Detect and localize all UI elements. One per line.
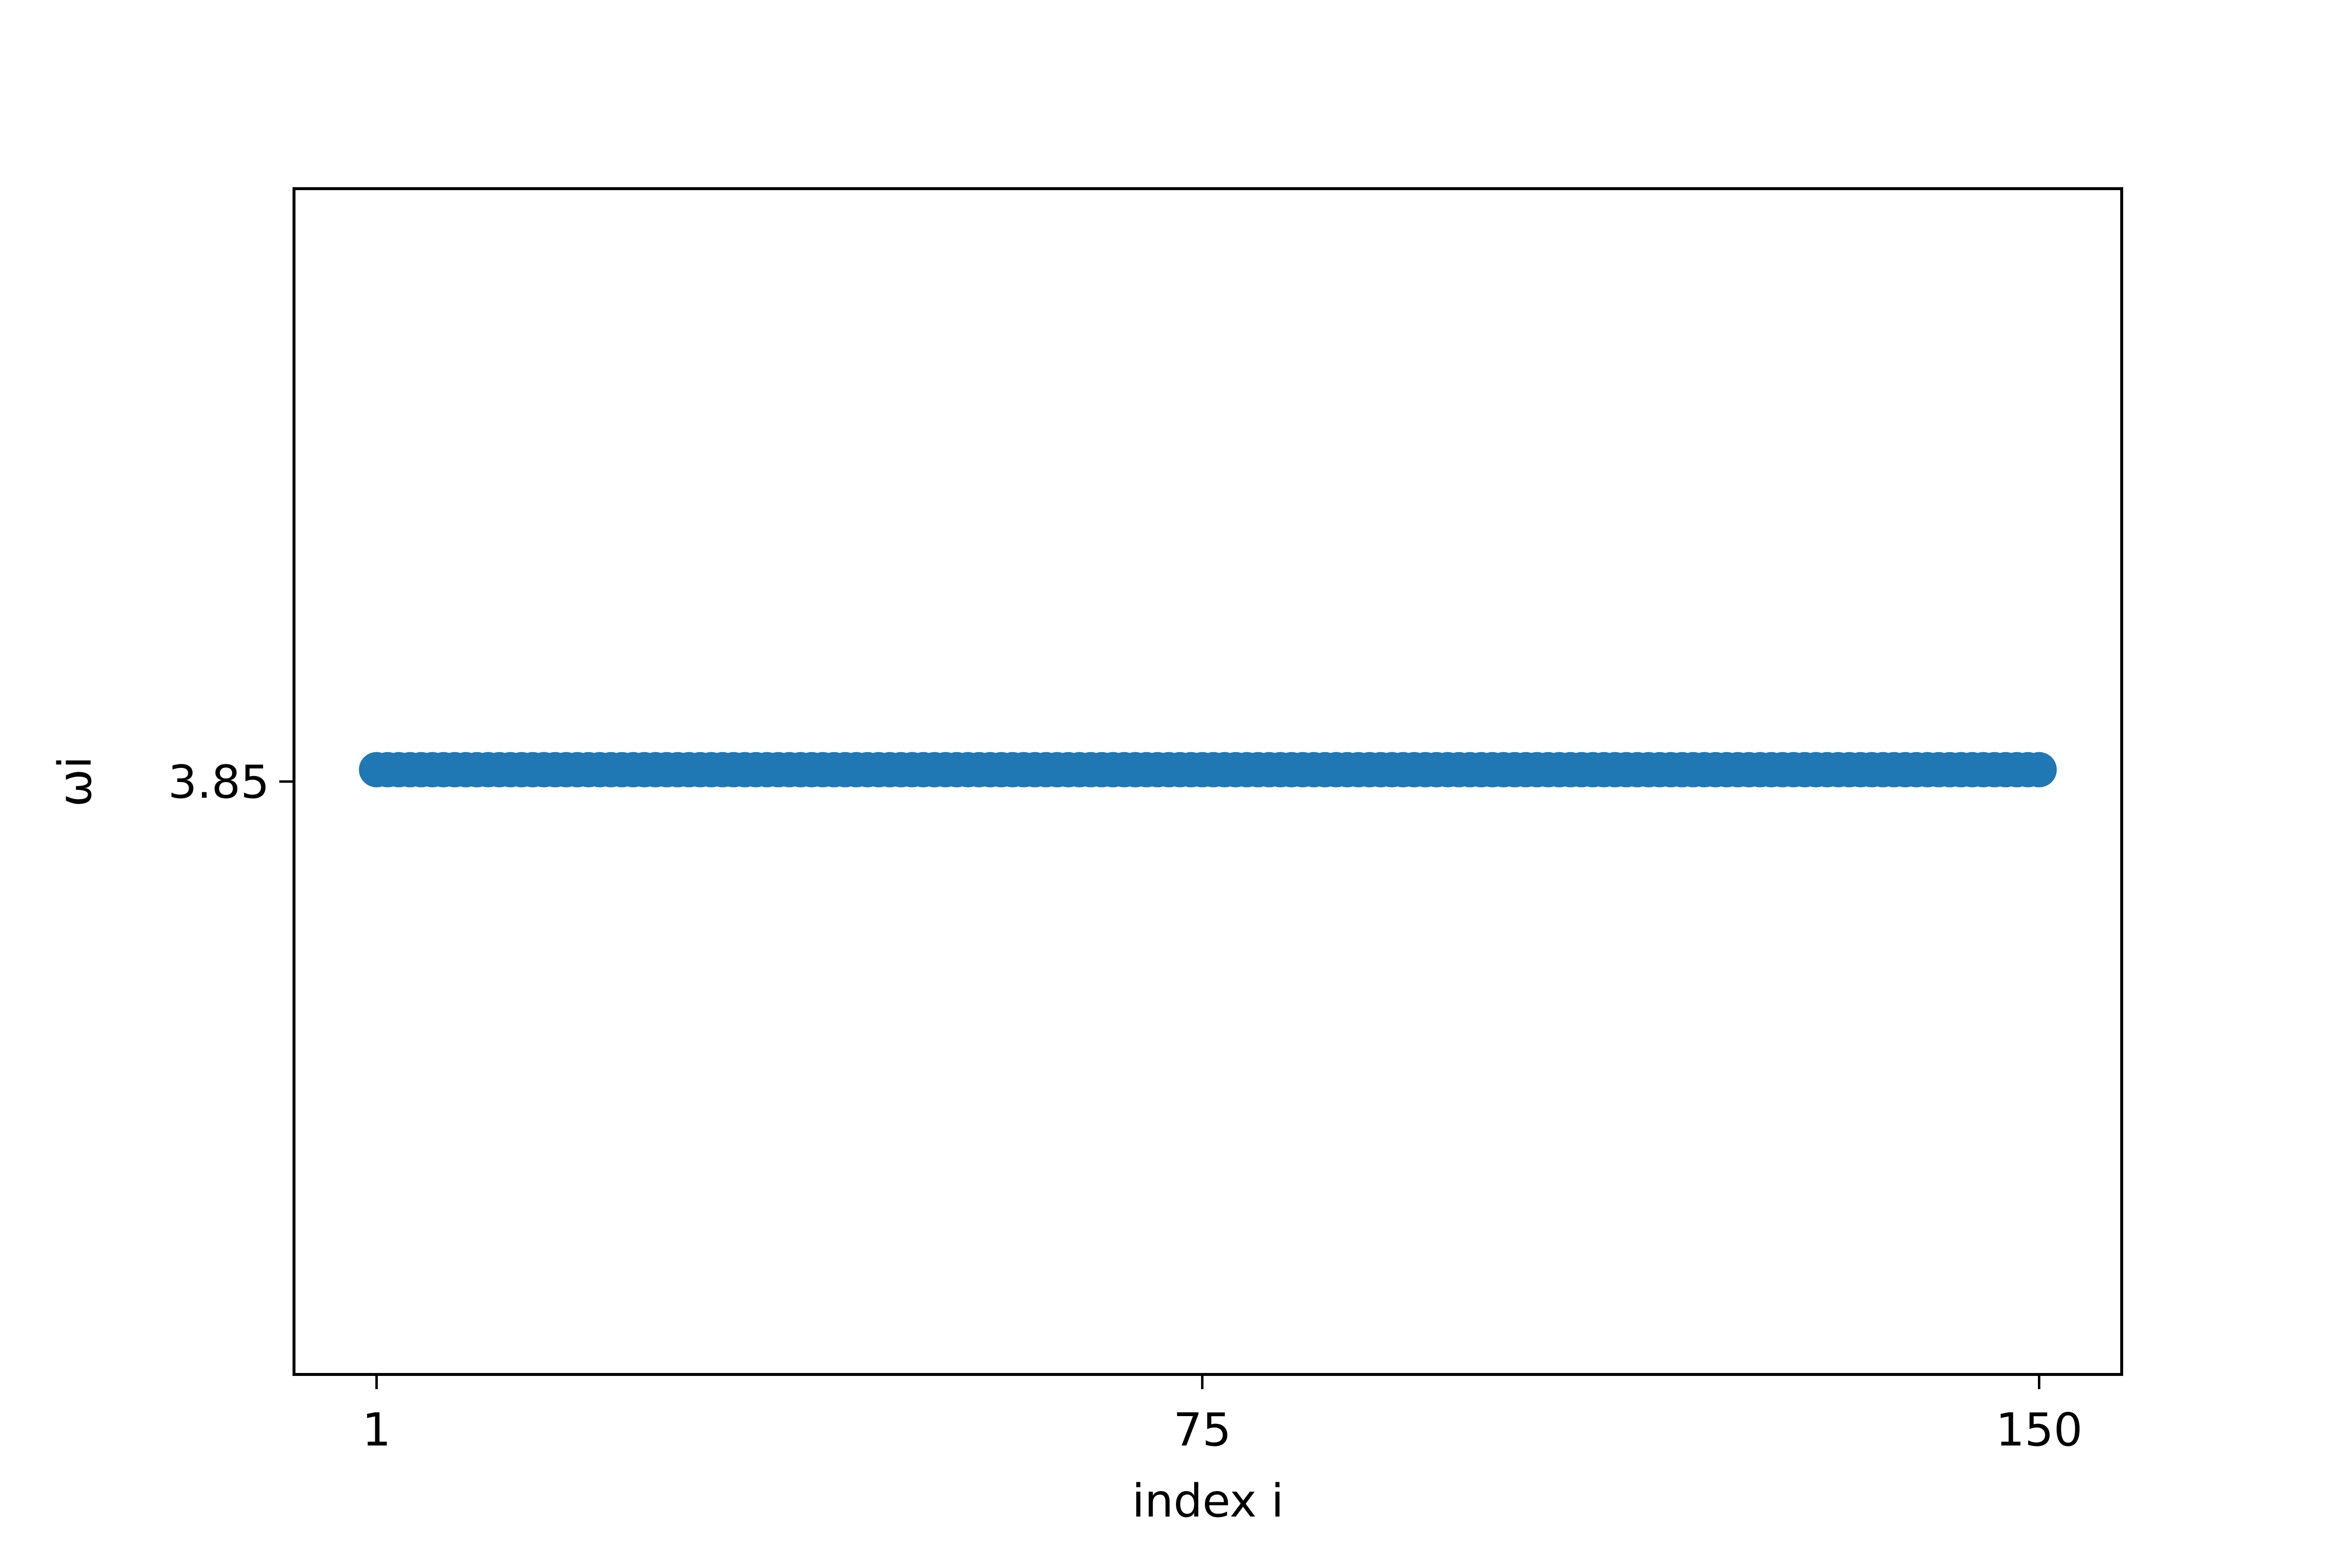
y-tick-label: 3.85 xyxy=(168,756,270,808)
data-points xyxy=(359,752,2057,787)
y-axis-label: ωi xyxy=(49,756,101,807)
x-tick-label: 150 xyxy=(1996,1403,2083,1456)
data-point xyxy=(2021,752,2057,787)
x-axis-label: index i xyxy=(1132,1474,1284,1527)
x-tick-label: 75 xyxy=(1173,1403,1231,1456)
x-tick-label: 1 xyxy=(362,1403,391,1456)
y-axis-ticks: 3.85 xyxy=(168,756,294,808)
x-axis-ticks: 1 75 150 xyxy=(362,1374,2082,1456)
